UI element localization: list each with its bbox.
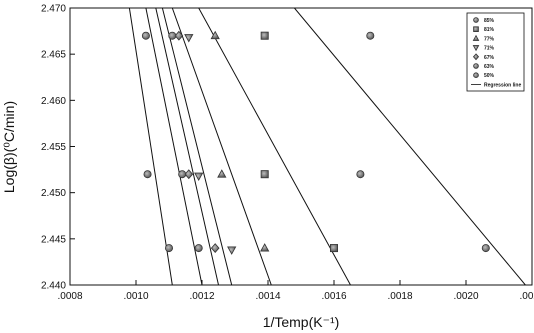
- y-axis-title: Log(β)(⁰C/min): [1, 101, 17, 193]
- y-tick-label: 2.445: [41, 234, 66, 245]
- legend-marker: [472, 45, 480, 52]
- regression-line: [128, 8, 173, 285]
- data-point: [481, 244, 490, 253]
- data-point: [210, 30, 220, 40]
- y-tick-label: 2.455: [41, 142, 66, 153]
- legend-marker: [472, 53, 480, 61]
- legend-marker: [473, 17, 479, 23]
- legend-label: 63%: [484, 64, 495, 70]
- regression-line: [198, 8, 351, 285]
- y-tick-label: 2.470: [41, 4, 66, 15]
- regression-line: [161, 8, 233, 285]
- data-point: [260, 31, 269, 40]
- x-tick-label: .0010: [123, 291, 148, 302]
- x-axis: .0008 .0010 .0012 .0014 .0016 .0018 .0020 .0022: [57, 280, 534, 302]
- data-point: [164, 244, 173, 253]
- plot-frame: [69, 7, 533, 286]
- legend-marker: [473, 72, 479, 78]
- data-point: [356, 170, 365, 179]
- x-tick-label: .0022: [519, 291, 534, 302]
- y-tick-label: 2.465: [41, 50, 66, 61]
- y-tick-label: 2.450: [41, 188, 66, 199]
- data-point: [210, 243, 220, 253]
- regression-lines: [128, 8, 526, 285]
- x-tick-label: .0008: [57, 291, 82, 302]
- data-point: [260, 170, 269, 179]
- legend-label: 77%: [484, 36, 495, 42]
- data-point: [143, 170, 152, 179]
- data-point: [168, 31, 177, 40]
- y-tick-label: 2.440: [41, 281, 66, 292]
- data-point: [184, 169, 194, 180]
- data-point: [178, 170, 187, 179]
- legend-marker: [473, 26, 479, 32]
- y-tick-label: 2.460: [41, 96, 66, 107]
- legend-label: 85%: [484, 18, 495, 24]
- data-point: [194, 244, 203, 253]
- x-tick-label: .0012: [189, 291, 214, 302]
- y-axis: 2.440 2.445 2.450 2.455 2.460 2.465 2.470: [41, 4, 75, 292]
- data-point: [141, 31, 150, 40]
- legend-label: Regression line: [484, 82, 521, 88]
- legend-marker: [473, 63, 479, 69]
- legend-box: [466, 12, 525, 92]
- legend-label: 81%: [484, 27, 495, 33]
- regression-line: [145, 8, 203, 285]
- legend: 85% 81% 77% 71% 67% 63% 50% Regression line: [466, 12, 525, 92]
- data-point: [329, 244, 338, 253]
- legend-label: 50%: [484, 73, 495, 79]
- regression-line: [171, 8, 272, 285]
- data-points: [141, 30, 490, 255]
- x-tick-label: .0020: [453, 291, 478, 302]
- regression-line: [294, 8, 526, 285]
- x-tick-label: .0014: [255, 291, 280, 302]
- regression-line: [155, 8, 219, 285]
- x-axis-title: 1/Temp(K⁻¹): [263, 314, 340, 330]
- data-point: [174, 30, 184, 41]
- legend-label: 67%: [484, 55, 495, 61]
- data-point: [366, 31, 375, 40]
- data-point: [227, 246, 237, 255]
- data-point: [260, 243, 270, 252]
- x-tick-label: .0018: [387, 291, 412, 302]
- legend-label: 71%: [484, 46, 495, 52]
- data-point: [194, 172, 204, 182]
- x-tick-label: .0016: [321, 291, 346, 302]
- data-point: [217, 169, 227, 178]
- data-point: [184, 34, 194, 43]
- legend-marker: [472, 34, 480, 41]
